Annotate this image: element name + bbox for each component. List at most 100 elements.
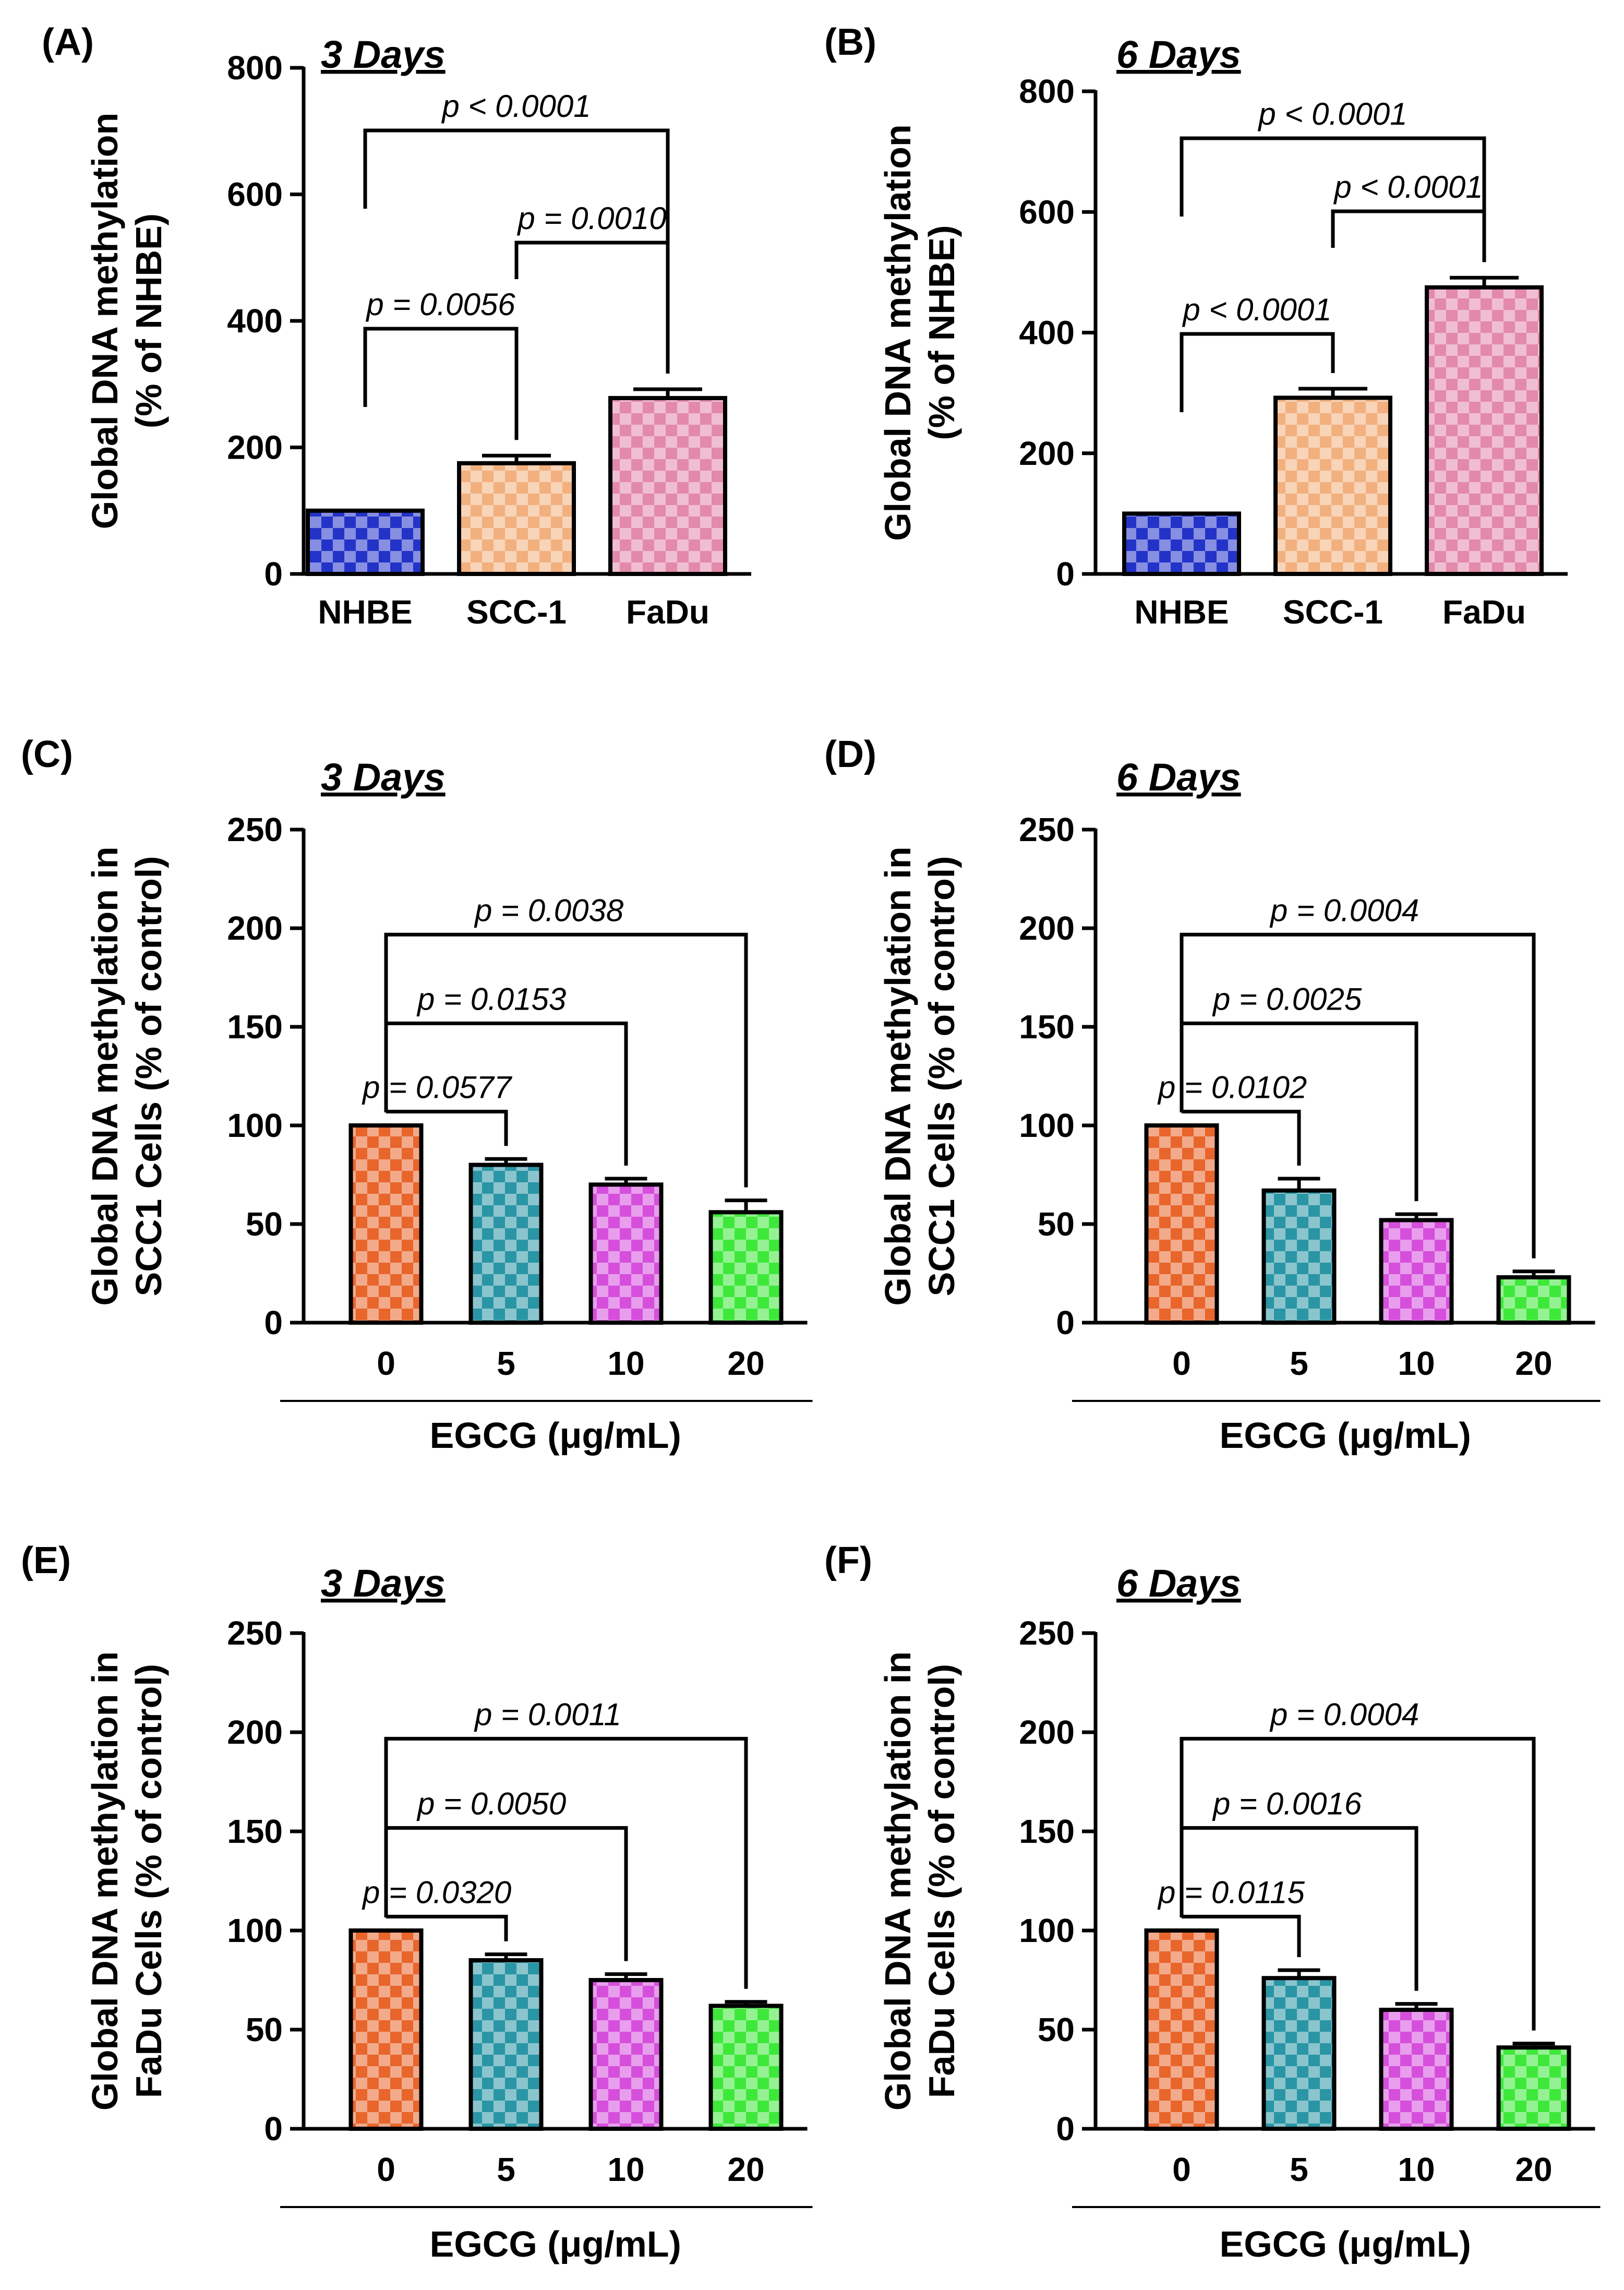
y-tick-label: 400 [227, 302, 283, 340]
y-tick-label: 0 [264, 1304, 283, 1341]
x-tick-label: 5 [1290, 1345, 1308, 1382]
p-value-label: p = 0.0016 [1212, 1786, 1362, 1821]
y-tick-label: 50 [1038, 2011, 1075, 2048]
y-tick-label: 600 [1019, 193, 1075, 231]
bar-0 [1144, 1123, 1219, 1325]
bar-10 [588, 1182, 664, 1325]
bar-NHBE [306, 508, 425, 576]
x-tick-label: 5 [497, 1345, 515, 1382]
y-tick-label: 50 [246, 2011, 283, 2048]
p-value-label: p = 0.0115 [1157, 1875, 1305, 1910]
chart-title: 6 Days [1116, 1562, 1241, 1605]
y-tick-label: 250 [1019, 1614, 1075, 1652]
bar-FaDu [1425, 285, 1544, 576]
chart-title: 3 Days [321, 756, 446, 799]
y-axis-label: Global DNA methylation inFaDu Cells (% o… [85, 1651, 169, 2111]
x-tick-label: NHBE [318, 593, 412, 631]
x-tick-label: 20 [727, 2151, 764, 2188]
y-axis-label: Global DNA methylation inSCC1 Cells (% o… [877, 846, 962, 1305]
x-tick-label: 10 [607, 1345, 644, 1382]
p-value-label: p < 0.0001 [1333, 170, 1483, 205]
y-axis-label: Global DNA methylation(% of NHBE) [85, 113, 169, 530]
bar-5 [468, 1958, 544, 2131]
p-value-label: p < 0.0001 [1257, 97, 1407, 131]
significance-bracket [1180, 136, 1486, 262]
bar-SCC-1 [457, 461, 576, 576]
y-tick-label: 100 [227, 1107, 283, 1144]
x-tick-label: 0 [1172, 1345, 1191, 1382]
bar-0 [1144, 1928, 1219, 2131]
y-tick-label: 600 [227, 176, 283, 213]
y-tick-label: 100 [1019, 1912, 1075, 1949]
panel-label: (F) [824, 1540, 872, 1581]
y-tick-label: 0 [1056, 1304, 1075, 1341]
bar-10 [1379, 1218, 1454, 1325]
panel-label: (A) [42, 21, 94, 63]
x-tick-label: 20 [727, 1345, 764, 1382]
y-tick-label: 100 [1019, 1107, 1075, 1144]
chart-title: 3 Days [321, 1562, 446, 1605]
bar-20 [708, 1210, 784, 1325]
bar-FaDu [608, 395, 727, 576]
x-tick-label: 5 [1290, 2151, 1308, 2188]
y-tick-label: 0 [264, 2110, 283, 2148]
y-tick-label: 150 [1019, 1008, 1075, 1046]
x-axis-title: EGCG (μg/mL) [1220, 2224, 1471, 2264]
bar-20 [1496, 1275, 1571, 1325]
panel-label: (B) [824, 21, 876, 63]
p-value-label: p < 0.0001 [1182, 292, 1331, 327]
bar-20 [1496, 2045, 1571, 2131]
significance-bracket [1180, 332, 1335, 412]
p-value-label: p = 0.0025 [1212, 981, 1362, 1016]
y-tick-label: 200 [227, 429, 283, 466]
bar-5 [1261, 1188, 1337, 1325]
chart-panel-1: (B) 6 Days 0 200 400 600 800 Global DNA methyla… [824, 21, 1568, 631]
y-tick-label: 200 [1019, 909, 1075, 947]
y-tick-label: 250 [227, 811, 283, 848]
bar-0 [348, 1928, 424, 2131]
significance-bracket [1331, 209, 1486, 262]
panel-label: (D) [824, 734, 876, 775]
y-tick-label: 800 [227, 49, 283, 87]
y-tick-label: 0 [264, 555, 283, 593]
chart-panel-0: (A) 3 Days 0 200 400 600 800 Global DNA methyla… [42, 21, 751, 631]
y-tick-label: 50 [246, 1205, 283, 1243]
significance-bracket [384, 932, 748, 1188]
p-value-label: p = 0.0153 [416, 981, 566, 1016]
p-value-label: p = 0.0038 [474, 893, 624, 928]
x-tick-label: SCC-1 [466, 593, 567, 631]
panel-label: (E) [21, 1540, 71, 1581]
p-value-label: p < 0.0001 [441, 89, 591, 124]
chart-title: 6 Days [1116, 756, 1241, 799]
x-tick-label: FaDu [626, 593, 709, 631]
p-value-label: p = 0.0577 [362, 1070, 513, 1105]
y-tick-label: 250 [1019, 811, 1075, 848]
x-tick-label: 20 [1515, 2151, 1552, 2188]
x-tick-label: 10 [1398, 2151, 1435, 2188]
y-axis-label: Global DNA methylation inFaDu Cells (% o… [877, 1651, 962, 2111]
p-value-label: p = 0.0010 [516, 201, 666, 236]
y-tick-label: 200 [227, 909, 283, 947]
y-tick-label: 0 [1056, 2110, 1075, 2148]
panel-label: (C) [21, 734, 73, 775]
bar-10 [1379, 2008, 1454, 2131]
chart-title: 3 Days [321, 33, 446, 76]
bar-10 [588, 1978, 664, 2131]
y-axis-label: Global DNA methylation inSCC1 Cells (% o… [85, 846, 169, 1305]
p-value-label: p = 0.0056 [365, 287, 515, 322]
x-tick-label: FaDu [1442, 593, 1526, 631]
bar-NHBE [1122, 511, 1241, 576]
p-value-label: p = 0.0050 [416, 1786, 566, 1821]
x-tick-label: SCC-1 [1283, 593, 1383, 631]
y-tick-label: 200 [1019, 435, 1075, 472]
significance-bracket [384, 1736, 748, 1989]
p-value-label: p = 0.0320 [362, 1875, 511, 1910]
y-tick-label: 100 [227, 1912, 283, 1949]
x-axis-title: EGCG (μg/mL) [430, 2224, 681, 2264]
p-value-label: p = 0.0102 [1157, 1070, 1307, 1105]
p-value-label: p = 0.0011 [474, 1697, 621, 1732]
